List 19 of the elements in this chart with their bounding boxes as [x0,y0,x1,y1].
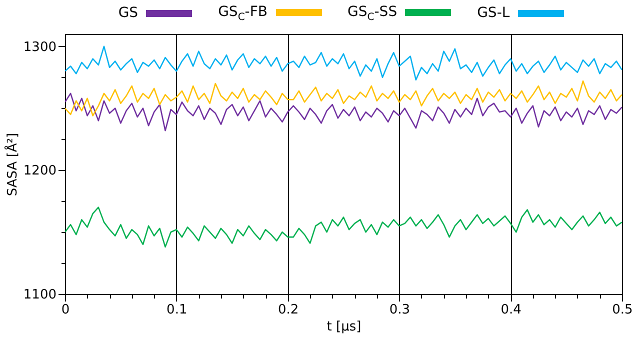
legend-label: GS [118,5,138,21]
line-series [65,92,622,132]
x-axis-title: t [μs] [326,320,362,334]
legend-label: GS$_{C}$-FB [218,4,268,22]
x-tick-label: 0.5 [612,302,633,318]
x-tick-label: 0.3 [389,302,410,318]
x-tick-label: 0 [61,302,70,318]
y-tick-label: 1100 [23,288,56,302]
legend-label: GS$_{C}$-SS [348,4,398,22]
y-tick-label: 1300 [23,40,56,55]
line-series [65,206,622,248]
y-tick-label: 1200 [23,164,56,179]
legend-label: GS-L [477,5,510,21]
line-series [65,46,622,80]
y-axis-title: SASA [Å²] [3,132,20,196]
x-tick-label: 0.4 [500,302,522,318]
line-series [65,80,622,116]
x-tick-label: 0.2 [278,302,299,318]
x-tick-label: 0.1 [166,302,188,318]
